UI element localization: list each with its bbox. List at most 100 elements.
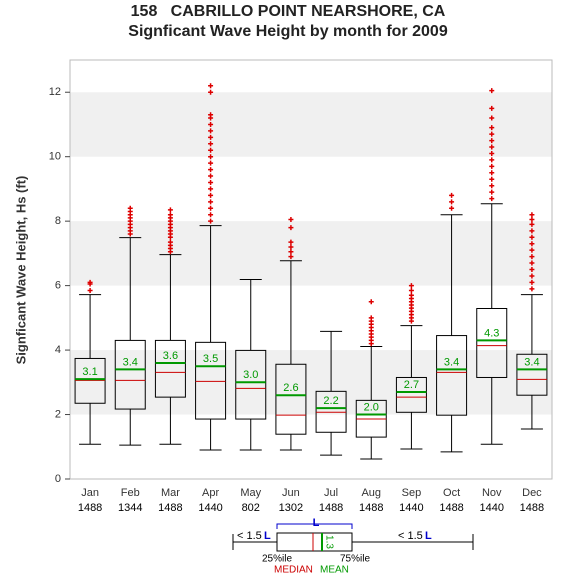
outlier bbox=[489, 125, 495, 131]
outlier bbox=[208, 218, 214, 224]
outlier bbox=[489, 196, 495, 202]
grid-band bbox=[70, 92, 552, 157]
mean-label: 2.7 bbox=[404, 379, 419, 391]
outlier bbox=[449, 205, 455, 211]
outlier bbox=[529, 228, 535, 234]
outlier bbox=[208, 121, 214, 127]
box bbox=[476, 307, 508, 378]
count-label: 1344 bbox=[118, 502, 142, 514]
outlier bbox=[208, 212, 214, 218]
key-l: L bbox=[425, 530, 432, 542]
count-label: 1488 bbox=[78, 502, 102, 514]
y-tick-label: 0 bbox=[55, 473, 61, 485]
outlier bbox=[529, 234, 535, 240]
outlier bbox=[489, 170, 495, 176]
outlier bbox=[529, 267, 535, 272]
outlier bbox=[288, 254, 294, 260]
box bbox=[195, 341, 227, 420]
key-left: < 1.5 bbox=[237, 530, 262, 542]
x-tick-label: Dec bbox=[522, 487, 542, 499]
y-axis-label: Signficant Wave Height, Hs (ft) bbox=[13, 176, 28, 365]
y-tick-label: 8 bbox=[55, 215, 61, 227]
outlier bbox=[529, 247, 535, 253]
key-bracket bbox=[276, 523, 353, 529]
key-box bbox=[276, 532, 353, 552]
legend-key: L < 1.5 L < 1.5 L 1.3 25%ile 75%ile MEDI… bbox=[232, 517, 474, 576]
y-tick-label: 6 bbox=[55, 280, 61, 292]
outlier bbox=[529, 286, 535, 292]
outlier bbox=[87, 279, 93, 285]
box bbox=[275, 363, 307, 435]
outlier bbox=[208, 167, 214, 173]
count-label: 1302 bbox=[279, 502, 303, 514]
outlier bbox=[529, 279, 535, 285]
outlier bbox=[489, 189, 495, 195]
box bbox=[436, 335, 468, 416]
y-tick-label: 4 bbox=[55, 344, 61, 356]
outlier bbox=[208, 134, 214, 140]
outlier bbox=[208, 128, 214, 134]
key-right: < 1.5 bbox=[398, 530, 423, 542]
mean-label: 2.2 bbox=[323, 395, 338, 407]
box bbox=[395, 376, 427, 413]
mean-label: 3.6 bbox=[163, 350, 178, 362]
outlier bbox=[167, 239, 173, 245]
chart-subtitle: Signficant Wave Height by month for 2009 bbox=[128, 23, 448, 40]
outlier bbox=[489, 144, 495, 150]
x-tick-label: Aug bbox=[361, 487, 381, 499]
outlier bbox=[208, 173, 214, 179]
grid-band bbox=[70, 350, 552, 415]
outlier bbox=[529, 241, 535, 247]
outlier bbox=[288, 217, 294, 223]
key-mean-label: 1.3 bbox=[323, 535, 334, 549]
grid-band bbox=[70, 221, 552, 286]
x-tick-label: May bbox=[240, 487, 261, 499]
count-label: 1488 bbox=[439, 502, 463, 514]
count-label: 1488 bbox=[520, 502, 544, 514]
x-tick-label: Mar bbox=[161, 487, 180, 499]
outlier bbox=[288, 249, 294, 255]
x-tick-label: Jun bbox=[282, 487, 300, 499]
key-median-text: MEDIAN bbox=[274, 565, 313, 576]
x-tick-label: Jul bbox=[324, 487, 338, 499]
box bbox=[516, 353, 548, 396]
outlier bbox=[208, 205, 214, 211]
count-label: 1488 bbox=[359, 502, 383, 514]
outlier bbox=[529, 254, 535, 260]
mean-label: 4.3 bbox=[484, 327, 499, 339]
outlier bbox=[408, 283, 414, 289]
outlier bbox=[489, 131, 495, 137]
outlier bbox=[489, 105, 495, 111]
outlier bbox=[208, 89, 214, 95]
mean-label: 3.4 bbox=[524, 356, 539, 368]
outlier bbox=[408, 292, 414, 298]
outlier bbox=[489, 163, 495, 169]
count-label: 1488 bbox=[319, 502, 343, 514]
x-tick-label: Sep bbox=[402, 487, 422, 499]
mean-label: 3.4 bbox=[123, 356, 138, 368]
outlier bbox=[489, 183, 495, 189]
outlier bbox=[489, 176, 495, 182]
outlier bbox=[167, 207, 173, 213]
outlier bbox=[208, 112, 214, 118]
mean-label: 3.0 bbox=[243, 369, 258, 381]
key-q3: 75%ile bbox=[340, 554, 370, 565]
x-tick-label: Oct bbox=[443, 487, 460, 499]
outlier bbox=[208, 154, 214, 160]
key-q1: 25%ile bbox=[262, 554, 292, 565]
count-label: 1488 bbox=[158, 502, 182, 514]
count-label: 1440 bbox=[198, 502, 222, 514]
outlier bbox=[208, 192, 214, 198]
outlier bbox=[529, 217, 535, 223]
outlier bbox=[208, 141, 214, 147]
outlier bbox=[87, 287, 93, 293]
outlier bbox=[288, 225, 294, 231]
y-tick-label: 2 bbox=[55, 408, 61, 420]
plot-border bbox=[69, 59, 553, 480]
outlier bbox=[368, 299, 374, 305]
outlier bbox=[449, 199, 455, 205]
outlier bbox=[208, 199, 214, 205]
outlier bbox=[449, 192, 455, 198]
